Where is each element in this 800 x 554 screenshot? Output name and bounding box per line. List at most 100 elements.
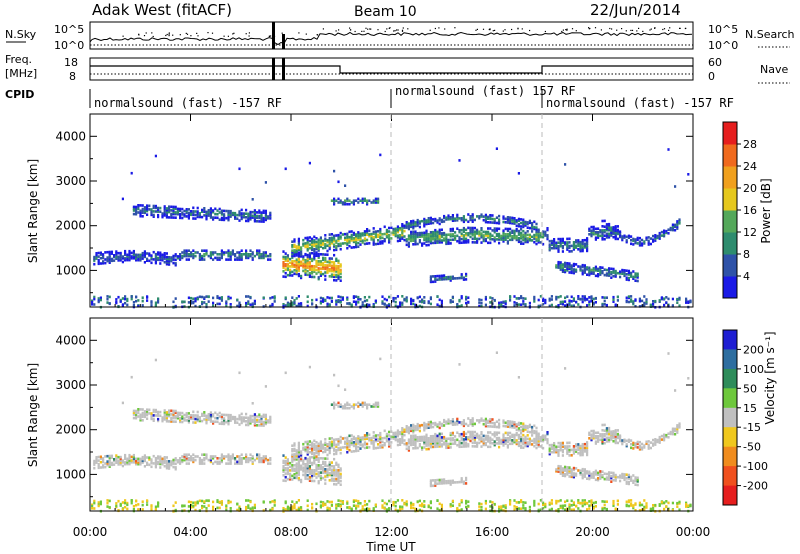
velocity-cell <box>295 466 298 469</box>
velocity-cell <box>456 507 459 510</box>
power-cell <box>209 256 212 260</box>
velocity-cell <box>363 508 366 511</box>
power-cell <box>663 229 666 233</box>
velocity-cell <box>249 453 252 456</box>
velocity-cell <box>220 453 223 456</box>
velocity-cell <box>443 478 446 481</box>
velocity-cell <box>438 426 441 430</box>
velocity-cell <box>412 423 415 427</box>
power-cell <box>102 253 105 256</box>
power-cell <box>522 300 525 303</box>
power-cell <box>434 230 437 234</box>
power-cell <box>513 231 516 234</box>
power-cell <box>355 295 358 298</box>
power-cell <box>328 242 331 245</box>
power-cell <box>676 225 679 229</box>
velocity-cell <box>322 469 325 473</box>
velocity-cell <box>339 467 342 470</box>
velocity-cell <box>471 419 474 422</box>
velocity-cell <box>471 432 474 436</box>
power-cell <box>473 234 476 237</box>
power-cell <box>484 230 487 234</box>
velocity-cell <box>291 465 294 469</box>
velocity-cell <box>348 439 351 443</box>
velocity-cell <box>388 437 391 441</box>
velocity-cell <box>137 508 140 512</box>
power-cell <box>511 231 514 234</box>
power-cell <box>471 241 474 244</box>
power-cell <box>493 230 496 234</box>
velocity-cell <box>262 460 265 464</box>
power-cell <box>315 254 318 257</box>
velocity-cell <box>434 438 437 441</box>
velocity-cell <box>242 419 245 423</box>
velocity-cell <box>315 441 318 444</box>
power-cell <box>469 226 472 230</box>
power-cell <box>377 201 380 204</box>
velocity-cell <box>502 436 505 440</box>
velocity-cell <box>141 419 144 422</box>
velocity-cell <box>429 445 432 449</box>
power-cell <box>608 270 611 274</box>
velocity-cell <box>405 443 408 447</box>
nsky-point <box>305 33 307 35</box>
power-cell <box>227 295 230 299</box>
velocity-cell <box>489 421 492 425</box>
power-cell <box>524 220 527 224</box>
velocity-cell <box>137 409 140 413</box>
power-cell <box>311 266 314 270</box>
velocity-cell <box>319 445 322 449</box>
power-cell <box>553 245 556 248</box>
velocity-cell <box>495 438 498 442</box>
power-cell <box>416 233 419 237</box>
nsky-point <box>663 28 666 30</box>
power-cell <box>317 252 320 256</box>
velocity-cell <box>465 478 468 482</box>
velocity-cell <box>154 410 157 414</box>
velocity-cell <box>436 438 439 441</box>
power-cell <box>502 229 505 232</box>
power-cell <box>429 222 432 225</box>
power-cell <box>586 238 589 242</box>
velocity-cell <box>379 440 382 444</box>
power-cell <box>115 257 118 260</box>
velocity-cell <box>434 421 437 425</box>
power-cell <box>660 234 663 237</box>
power-cell <box>511 238 514 242</box>
power-cell <box>313 275 316 279</box>
power-cell <box>139 257 142 260</box>
velocity-cell <box>251 418 254 422</box>
nsky-point <box>630 29 632 31</box>
velocity-cell <box>185 457 188 460</box>
velocity-cell <box>317 465 320 469</box>
power-cell <box>355 245 358 249</box>
power-cell <box>493 236 496 239</box>
nsky-point <box>636 30 638 32</box>
power-cell <box>258 209 261 212</box>
power-cell <box>152 250 155 254</box>
power-cell <box>581 300 584 304</box>
power-cell <box>159 210 162 213</box>
power-cell <box>478 237 481 241</box>
power-cell <box>445 235 448 238</box>
velocity-cell <box>93 466 96 470</box>
power-cell <box>168 256 171 259</box>
power-cell <box>328 257 331 260</box>
power-cell <box>260 218 263 222</box>
power-cell <box>423 236 426 240</box>
power-cell <box>614 275 617 278</box>
velocity-cell <box>326 471 329 475</box>
power-cell <box>372 237 375 241</box>
power-cell <box>115 250 118 253</box>
velocity-cell <box>119 457 122 461</box>
colorbar-swatch <box>723 188 737 211</box>
power-cell <box>663 231 666 234</box>
velocity-cell <box>372 431 375 434</box>
power-cell <box>612 235 615 239</box>
velocity-cell <box>209 420 212 423</box>
power-cell <box>236 258 239 261</box>
power-cell <box>434 241 437 245</box>
velocity-cell <box>465 422 468 426</box>
power-cell <box>608 234 611 237</box>
velocity-cell <box>234 457 237 460</box>
